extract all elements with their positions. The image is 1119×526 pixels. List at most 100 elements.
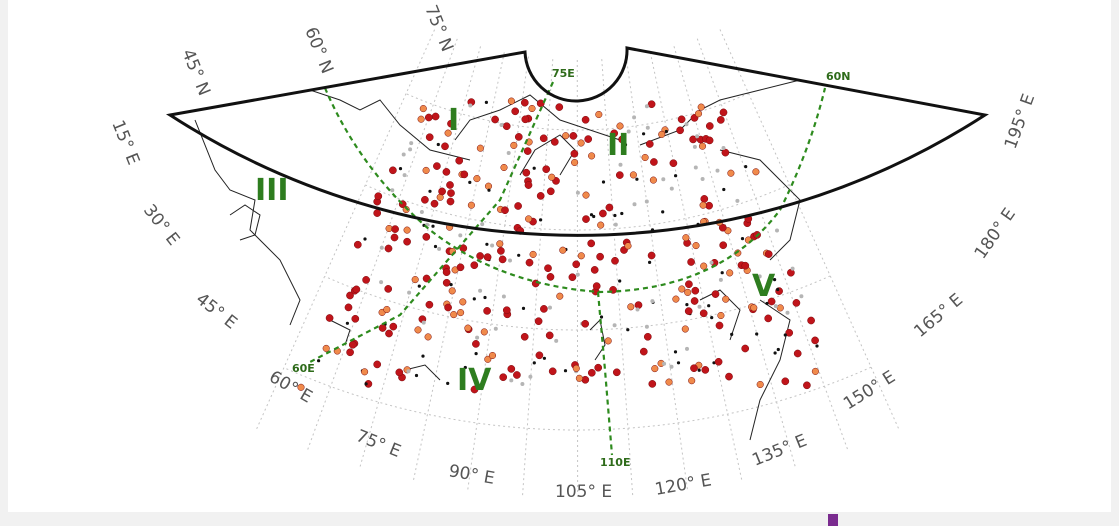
station-dot: [476, 252, 484, 260]
station-dot: [644, 324, 649, 329]
station-dot: [562, 132, 570, 140]
station-dot: [442, 168, 451, 176]
station-dot: [620, 211, 624, 216]
station-dot: [460, 170, 469, 179]
coastlines: [194, 79, 801, 441]
station-dot: [422, 274, 431, 283]
station-dot: [661, 177, 666, 182]
station-dot: [689, 135, 697, 144]
station-dot: [483, 253, 492, 261]
station-dot: [682, 234, 690, 242]
longitude-gridline: [601, 59, 634, 499]
longitude-gridline: [254, 29, 435, 432]
station-dot: [520, 98, 529, 107]
station-dot: [647, 251, 656, 260]
station-dot: [570, 149, 579, 158]
station-dot: [539, 218, 543, 222]
station-dot: [444, 129, 452, 137]
station-dot: [575, 374, 583, 382]
station-dot: [725, 372, 733, 381]
station-dot: [581, 115, 590, 124]
station-dot: [645, 125, 650, 130]
station-markers: [297, 97, 819, 394]
station-dot: [571, 158, 579, 167]
station-dot: [627, 303, 635, 311]
station-dot: [610, 129, 619, 138]
station-dot: [487, 188, 491, 192]
station-dot: [431, 224, 435, 228]
station-dot: [587, 368, 596, 377]
station-dot: [474, 352, 478, 356]
station-dot: [647, 100, 656, 109]
station-dot: [507, 365, 516, 373]
station-dot: [430, 199, 439, 208]
station-dot: [584, 135, 593, 143]
station-dot: [480, 328, 488, 336]
station-dot: [480, 222, 485, 227]
station-dot: [644, 199, 649, 204]
station-dot: [374, 192, 383, 201]
station-dot: [717, 311, 725, 320]
station-dot: [803, 381, 811, 390]
station-dot: [692, 242, 700, 250]
station-dot: [575, 272, 580, 277]
station-dot: [781, 377, 790, 386]
station-dot: [475, 335, 480, 340]
station-dot: [455, 156, 464, 165]
station-dot: [425, 300, 434, 309]
station-dot: [722, 295, 730, 303]
station-dot: [528, 104, 536, 113]
station-dot: [502, 122, 511, 131]
station-dot: [464, 324, 472, 332]
station-dot: [700, 177, 705, 181]
station-dot: [554, 338, 559, 343]
station-dot: [720, 271, 724, 275]
station-dot: [616, 122, 624, 130]
station-dot: [514, 133, 523, 141]
station-dot: [421, 195, 429, 204]
station-dot: [750, 304, 758, 312]
station-dot: [699, 309, 708, 318]
station-dot: [767, 297, 776, 306]
station-dot: [436, 142, 440, 147]
station-dot: [592, 282, 601, 290]
station-dot: [690, 297, 699, 305]
station-dot: [470, 261, 479, 270]
latitude-gridline: [365, 184, 790, 231]
station-dot: [467, 201, 475, 209]
station-dot: [684, 122, 689, 127]
station-dot: [403, 226, 411, 234]
station-dot: [687, 258, 695, 266]
station-dot: [559, 246, 567, 254]
station-dot: [456, 263, 465, 272]
station-dot: [582, 191, 590, 199]
station-dot: [592, 214, 596, 219]
station-dot: [727, 169, 735, 177]
station-dot: [378, 324, 387, 332]
station-dot: [433, 244, 438, 249]
station-dot: [417, 115, 425, 123]
station-dot: [401, 152, 406, 157]
station-dot: [709, 260, 714, 265]
station-dot: [698, 142, 707, 150]
station-dot: [676, 361, 681, 365]
station-dot: [484, 355, 492, 363]
station-dot: [548, 367, 557, 376]
station-dot: [811, 336, 819, 345]
station-dot: [414, 326, 422, 334]
station-dot: [649, 176, 657, 184]
station-dot: [730, 332, 734, 336]
station-dot: [550, 138, 559, 146]
station-dot: [632, 202, 637, 207]
station-dot: [521, 115, 530, 124]
station-dot: [532, 166, 536, 170]
station-dot: [639, 347, 648, 356]
station-dot: [520, 382, 525, 386]
station-dot: [501, 294, 506, 299]
station-dot: [685, 303, 689, 307]
station-dot: [757, 274, 762, 279]
station-dot: [421, 354, 425, 358]
station-dot: [623, 143, 628, 147]
station-dot: [345, 321, 349, 325]
station-dot: [509, 378, 514, 383]
